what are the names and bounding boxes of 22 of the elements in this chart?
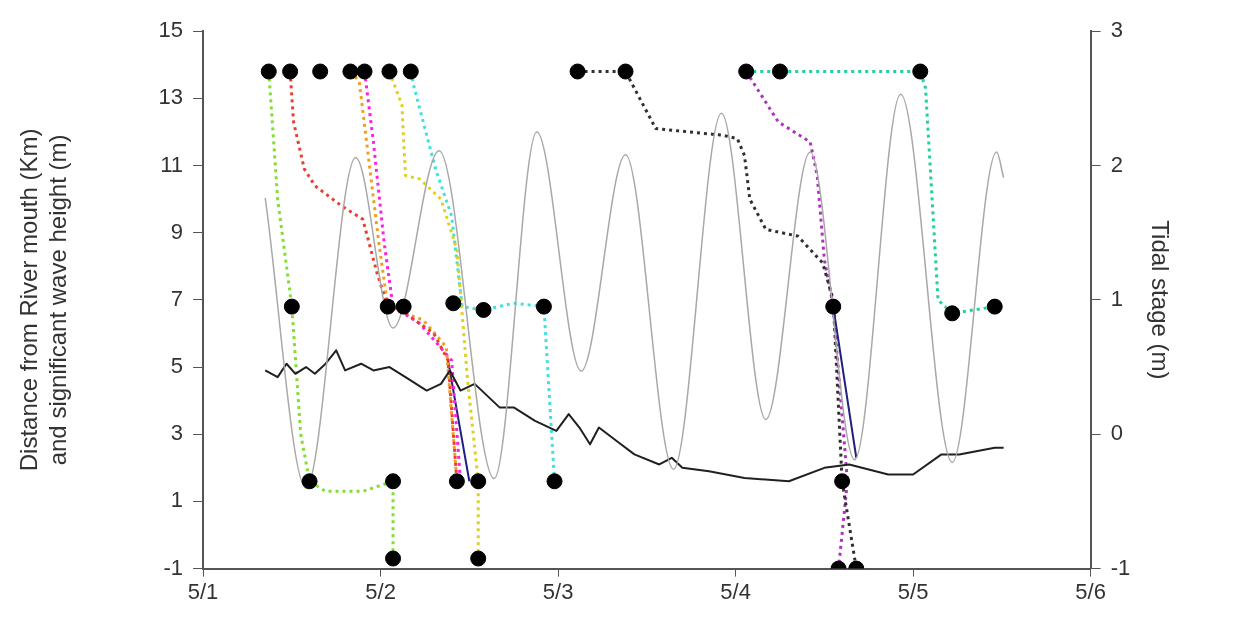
- y-tick-label: 13: [158, 84, 184, 110]
- x-tick-label: 5/2: [365, 578, 396, 604]
- y2-tick-label: 1: [1110, 285, 1123, 311]
- y2-tick-label: 0: [1110, 420, 1123, 446]
- x-tick-label: 5/5: [897, 578, 929, 604]
- y2-axis-title: Tidal stage (m): [1146, 220, 1174, 380]
- y-tick-label: 5: [170, 353, 184, 379]
- y-tick-label: 15: [158, 17, 184, 43]
- y2-tick-label: 3: [1110, 17, 1123, 43]
- y-tick-label: 1: [170, 487, 184, 513]
- x-tick-label: 5/4: [720, 578, 751, 604]
- y2-tick-label: -1: [1110, 554, 1131, 580]
- x-tick-label: 5/1: [187, 578, 219, 604]
- y-tick-label: 11: [160, 151, 184, 177]
- y-tick-label: -1: [163, 554, 184, 580]
- y-tick-label: 3: [170, 420, 184, 446]
- y-tick-label: 9: [170, 218, 184, 244]
- y-tick-label: 7: [170, 285, 184, 311]
- y2-tick-label: 2: [1110, 151, 1123, 177]
- y-axis-title: Distance from River mouth (Km) and significant wave height (m): [15, 128, 71, 472]
- x-tick-label: 5/6: [1075, 578, 1106, 604]
- x-tick-label: 5/3: [542, 578, 574, 604]
